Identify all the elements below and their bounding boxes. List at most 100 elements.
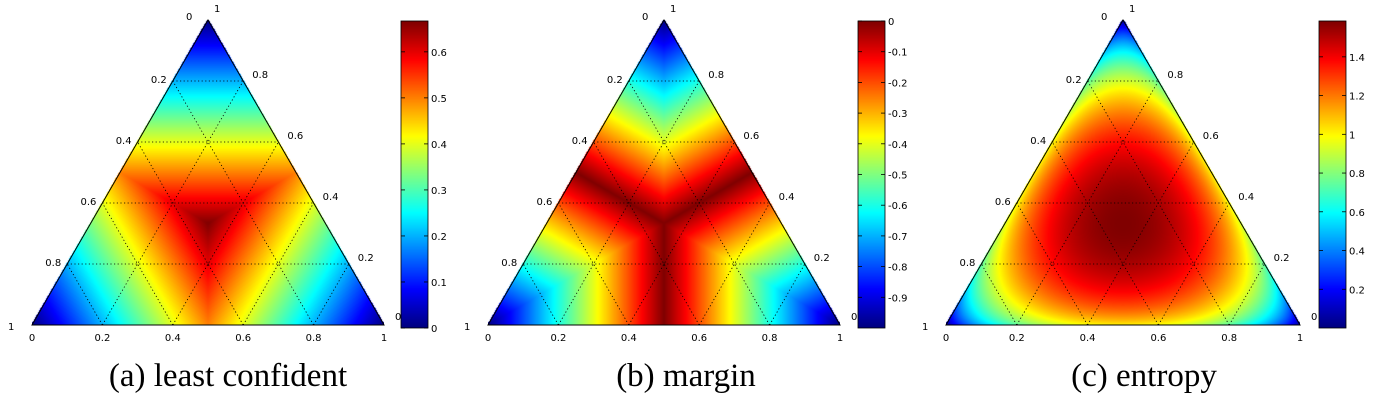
tick-label-bottom: 0.4 — [621, 333, 637, 344]
colorbar-tick-label: 0.3 — [431, 186, 447, 197]
corner-label: 0 — [186, 12, 192, 23]
corner-label: 1 — [214, 4, 220, 15]
tick-label-right: 0.4 — [1238, 192, 1254, 203]
colorbar-tick-label: -0.7 — [888, 232, 908, 243]
colorbar-tick-label: 0.6 — [431, 48, 447, 59]
tick-label-bottom: 0.6 — [1150, 333, 1166, 344]
tick-label-bottom: 0.8 — [762, 333, 778, 344]
colorbar-tick-label: 1.4 — [1349, 53, 1365, 64]
panel-caption: (a) least confident — [109, 358, 347, 394]
colorbar-tick-label: 0.8 — [1349, 169, 1365, 180]
colorbar-tick-label: 1.2 — [1349, 92, 1365, 103]
panel-caption: (c) entropy — [1071, 358, 1217, 394]
tick-label-bottom: 1 — [837, 333, 843, 344]
tick-label-left: 0.2 — [607, 75, 623, 86]
simplex-heatmap — [946, 20, 1300, 325]
tick-label-bottom: 0 — [943, 333, 949, 344]
tick-label-right: 0.2 — [358, 253, 374, 264]
colorbar-tick-label: -0.6 — [888, 201, 908, 212]
tick-label-bottom: 0 — [29, 333, 35, 344]
simplex-heatmap — [32, 20, 384, 325]
tick-label-left: 0.4 — [572, 136, 588, 147]
grid-line — [981, 263, 1018, 326]
tick-label-bottom: 0.2 — [1009, 333, 1025, 344]
corner-label: 1 — [1129, 4, 1135, 15]
corner-label: 1 — [8, 322, 14, 333]
grid-line — [66, 263, 103, 326]
grid-line — [313, 263, 350, 326]
tick-label-right: 0.6 — [287, 131, 303, 142]
tick-label-right: 0.4 — [323, 192, 339, 203]
colorbar-tick-label: -0.4 — [888, 140, 908, 151]
tick-label-right: 0.6 — [743, 131, 759, 142]
tick-label-right: 0.2 — [814, 253, 830, 264]
panel-caption: (b) margin — [616, 358, 756, 394]
tick-label-right: 0.2 — [1274, 253, 1290, 264]
tick-label-bottom: 1 — [1297, 333, 1303, 344]
tick-label-bottom: 0.8 — [1221, 333, 1237, 344]
tick-label-bottom: 1 — [381, 333, 387, 344]
corner-label: 0 — [395, 312, 401, 323]
colorbar-tick-label: 0.4 — [431, 140, 447, 151]
tick-label-bottom: 0.2 — [550, 333, 566, 344]
tick-label-bottom: 0.6 — [691, 333, 707, 344]
colorbar-tick-label: 0.6 — [1349, 208, 1365, 219]
tick-label-bottom: 0.2 — [94, 333, 110, 344]
colorbar — [401, 21, 428, 328]
simplex-heatmap — [488, 20, 840, 325]
colorbar-tick-label: 0.5 — [431, 94, 447, 105]
colorbar-tick-label: -0.9 — [888, 293, 908, 304]
simplex-outline — [945, 19, 1301, 326]
colorbar-tick-label: 0.1 — [431, 278, 447, 289]
tick-label-bottom: 0.6 — [235, 333, 251, 344]
colorbar-tick-label: 0 — [888, 17, 894, 28]
tick-label-left: 0.2 — [1066, 75, 1082, 86]
colorbar-frame — [400, 20, 429, 329]
grid-line — [1228, 263, 1265, 326]
colorbar-tick-label: -0.3 — [888, 109, 908, 120]
corner-label: 0 — [1101, 12, 1107, 23]
tick-label-bottom: 0 — [485, 333, 491, 344]
colorbar-tick-label: 0.2 — [1349, 285, 1365, 296]
tick-label-bottom: 0.8 — [306, 333, 322, 344]
colorbar-tick-label: 0.4 — [1349, 247, 1365, 258]
corner-label: 0 — [642, 12, 648, 23]
colorbar-tick-label: 0 — [431, 324, 437, 335]
colorbar-tick-label: -0.8 — [888, 263, 908, 274]
tick-label-right: 0.4 — [779, 192, 795, 203]
tick-label-bottom: 0.4 — [165, 333, 181, 344]
tick-label-left: 0.6 — [995, 197, 1011, 208]
tick-label-right: 0.6 — [1203, 131, 1219, 142]
colorbar-tick-label: 0.2 — [431, 232, 447, 243]
panel-margin: 00.20.20.20.40.40.40.60.60.60.80.80.8 101… — [464, 4, 908, 394]
corner-label: 0 — [851, 312, 857, 323]
simplex-outline — [31, 18, 385, 326]
corner-label: 0 — [1311, 312, 1317, 323]
tick-label-bottom: 0.4 — [1080, 333, 1096, 344]
panel-least-confident: 00.20.20.20.40.40.40.60.60.60.80.80.8 101… — [8, 4, 447, 394]
corner-label: 1 — [670, 4, 676, 15]
panel-entropy: 00.20.20.20.40.40.40.60.60.60.80.80.8 101… — [922, 4, 1365, 394]
corner-label: 1 — [922, 322, 928, 333]
tick-label-left: 0.4 — [116, 136, 132, 147]
tick-label-left: 0.8 — [959, 258, 975, 269]
colorbar-tick-label: -0.5 — [888, 171, 908, 182]
tick-label-left: 0.4 — [1030, 136, 1046, 147]
colorbar-tick-label: 1 — [1349, 130, 1355, 141]
tick-label-left: 0.8 — [501, 258, 517, 269]
tick-label-left: 0.2 — [151, 75, 167, 86]
colorbar-tick-label: -0.1 — [888, 48, 908, 59]
colorbar-frame — [1318, 20, 1347, 329]
colorbar — [858, 21, 885, 328]
tick-label-right: 0.8 — [1167, 70, 1183, 81]
grid-line — [769, 263, 806, 326]
tick-label-right: 0.8 — [252, 70, 268, 81]
grid-line — [522, 263, 559, 326]
simplex-outline — [487, 18, 841, 326]
tick-label-left: 0.6 — [536, 197, 552, 208]
tick-label-right: 0.8 — [708, 70, 724, 81]
tick-label-left: 0.8 — [45, 258, 61, 269]
colorbar — [1319, 21, 1346, 328]
corner-label: 1 — [464, 322, 470, 333]
